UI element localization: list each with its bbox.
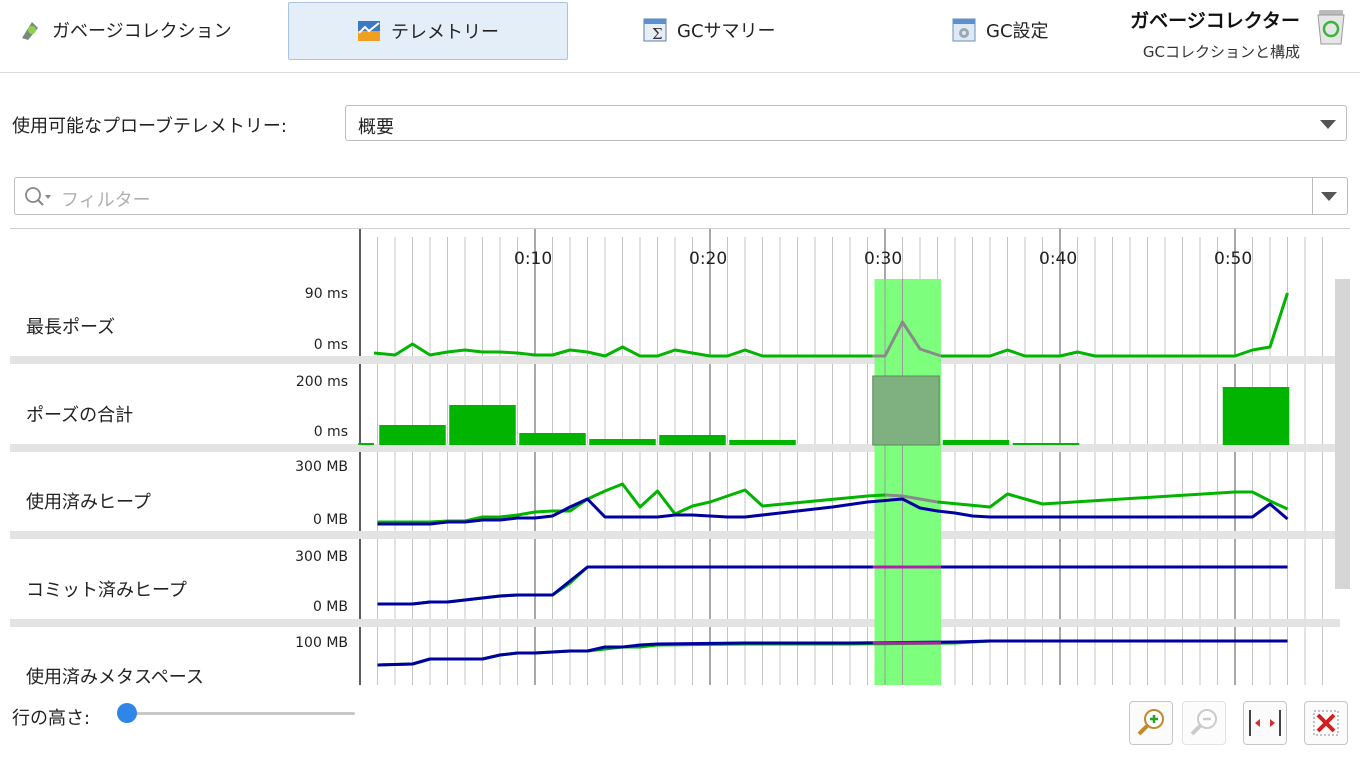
- search-icon: [25, 187, 51, 206]
- tab-gc-summary[interactable]: Σ GCサマリー: [643, 2, 776, 58]
- total-pause-bar-selected: [872, 375, 940, 446]
- row-label-total-pause: ポーズの合計: [26, 405, 134, 426]
- time-tick-label: 0:30: [864, 249, 903, 269]
- time-tick-label: 0:20: [689, 249, 728, 269]
- settings-icon: [952, 18, 976, 42]
- y-axis-min-label: 0 MB: [312, 512, 348, 528]
- tab-label: GCサマリー: [677, 21, 776, 42]
- total-pause-bar: [358, 443, 374, 445]
- row-label-committed-heap: コミット済みヒープ: [26, 580, 187, 601]
- probe-dropdown[interactable]: 概要: [345, 105, 1347, 141]
- row-separator: [10, 444, 1340, 452]
- fit-width-button[interactable]: [1243, 701, 1287, 745]
- used-heap-line-green: [937, 490, 1289, 511]
- tab-label: GC設定: [986, 21, 1049, 42]
- y-axis-max-label: 90 ms: [304, 286, 348, 302]
- top-tab-bar: ガベージコレクション テレメトリー Σ GCサマリー GC設定 ガベージコレクタ…: [0, 0, 1360, 73]
- filter-input[interactable]: フィルター: [14, 177, 1348, 215]
- y-axis-max-label: 100 MB: [295, 635, 348, 651]
- tab-garbage-collection[interactable]: ガベージコレクション: [18, 2, 232, 58]
- row-separator: [10, 356, 1340, 364]
- row-label-longest-pause: 最長ポーズ: [26, 317, 116, 338]
- recycle-bin-icon: [1317, 10, 1345, 45]
- fit-width-icon: [1249, 710, 1281, 736]
- longest-pause-line: [941, 292, 1289, 358]
- summary-icon: Σ: [643, 18, 667, 42]
- time-tick-label: 0:10: [514, 249, 553, 269]
- chevron-down-icon[interactable]: [1321, 192, 1337, 201]
- y-axis-min-label: 0 ms: [313, 424, 348, 440]
- longest-pause-line: [373, 342, 873, 358]
- total-pause-bar: [659, 435, 726, 445]
- longest-pause-line-selected: [872, 320, 942, 358]
- used-heap-line-selected: [884, 493, 938, 504]
- app-subtitle: GCコレクションと構成: [1142, 43, 1300, 61]
- row-label-used-metaspace: 使用済みメタスペース: [26, 667, 204, 685]
- selection-band: [874, 279, 941, 685]
- time-tick-label: 0:40: [1039, 249, 1078, 269]
- probe-label: 使用可能なプローブテレメトリー:: [12, 116, 287, 137]
- total-pause-bar: [1222, 387, 1290, 445]
- zoom-out-button[interactable]: [1182, 701, 1226, 745]
- total-pause-bar: [519, 433, 586, 445]
- divider: [1312, 178, 1313, 214]
- tab-gc-settings[interactable]: GC設定: [952, 2, 1049, 58]
- row-height-slider-thumb[interactable]: [117, 703, 137, 723]
- chevron-down-icon: [1320, 120, 1336, 129]
- telemetry-chart-svg: [10, 229, 1350, 685]
- gc-icon: [22, 22, 38, 40]
- svg-text:Σ: Σ: [652, 25, 663, 42]
- y-axis-max-label: 200 ms: [295, 374, 348, 390]
- used-metaspace-line-blue: [377, 639, 1288, 667]
- total-pause-bar: [449, 405, 516, 445]
- total-pause-bar: [1012, 443, 1080, 445]
- row-separator: [10, 619, 1340, 627]
- tab-telemetry[interactable]: テレメトリー: [288, 2, 568, 60]
- used-heap-line-blue: [377, 497, 1289, 526]
- y-axis-max-label: 300 MB: [295, 549, 348, 565]
- app-title-block: ガベージコレクター GCコレクションと構成: [1130, 6, 1300, 62]
- y-axis-min-label: 0 ms: [313, 337, 348, 353]
- probe-selected-value: 概要: [358, 117, 394, 138]
- row-separator: [10, 531, 1340, 539]
- time-tick-label: 0:50: [1214, 249, 1253, 269]
- y-axis-min-label: 0 MB: [312, 599, 348, 615]
- tab-label: テレメトリー: [391, 22, 499, 43]
- row-height-slider-track[interactable]: [126, 712, 355, 715]
- filter-placeholder: フィルター: [61, 190, 151, 211]
- clear-selection-button[interactable]: [1304, 701, 1348, 745]
- zoom-in-icon: [1137, 709, 1164, 736]
- telemetry-chart[interactable]: 最長ポーズ ポーズの合計 使用済みヒープ コミット済みヒープ 使用済みメタスペー…: [10, 228, 1350, 685]
- total-pause-bar: [589, 439, 656, 445]
- row-label-used-heap: 使用済みヒープ: [26, 492, 151, 513]
- used-heap-line-green: [377, 482, 886, 524]
- committed-heap-line-blue: [377, 565, 1288, 606]
- app-title: ガベージコレクター: [1130, 10, 1300, 32]
- row-height-label: 行の高さ:: [12, 708, 91, 729]
- close-icon: [1313, 710, 1339, 736]
- vertical-scrollbar: [1335, 279, 1350, 589]
- total-pause-bar: [942, 440, 1010, 445]
- y-axis-max-label: 300 MB: [295, 459, 348, 475]
- zoom-out-icon: [1190, 709, 1217, 736]
- total-pause-bar: [379, 425, 446, 445]
- telemetry-icon: [358, 21, 380, 41]
- total-pause-bar: [729, 440, 796, 445]
- tab-label: ガベージコレクション: [52, 21, 232, 42]
- zoom-in-button[interactable]: [1129, 701, 1173, 745]
